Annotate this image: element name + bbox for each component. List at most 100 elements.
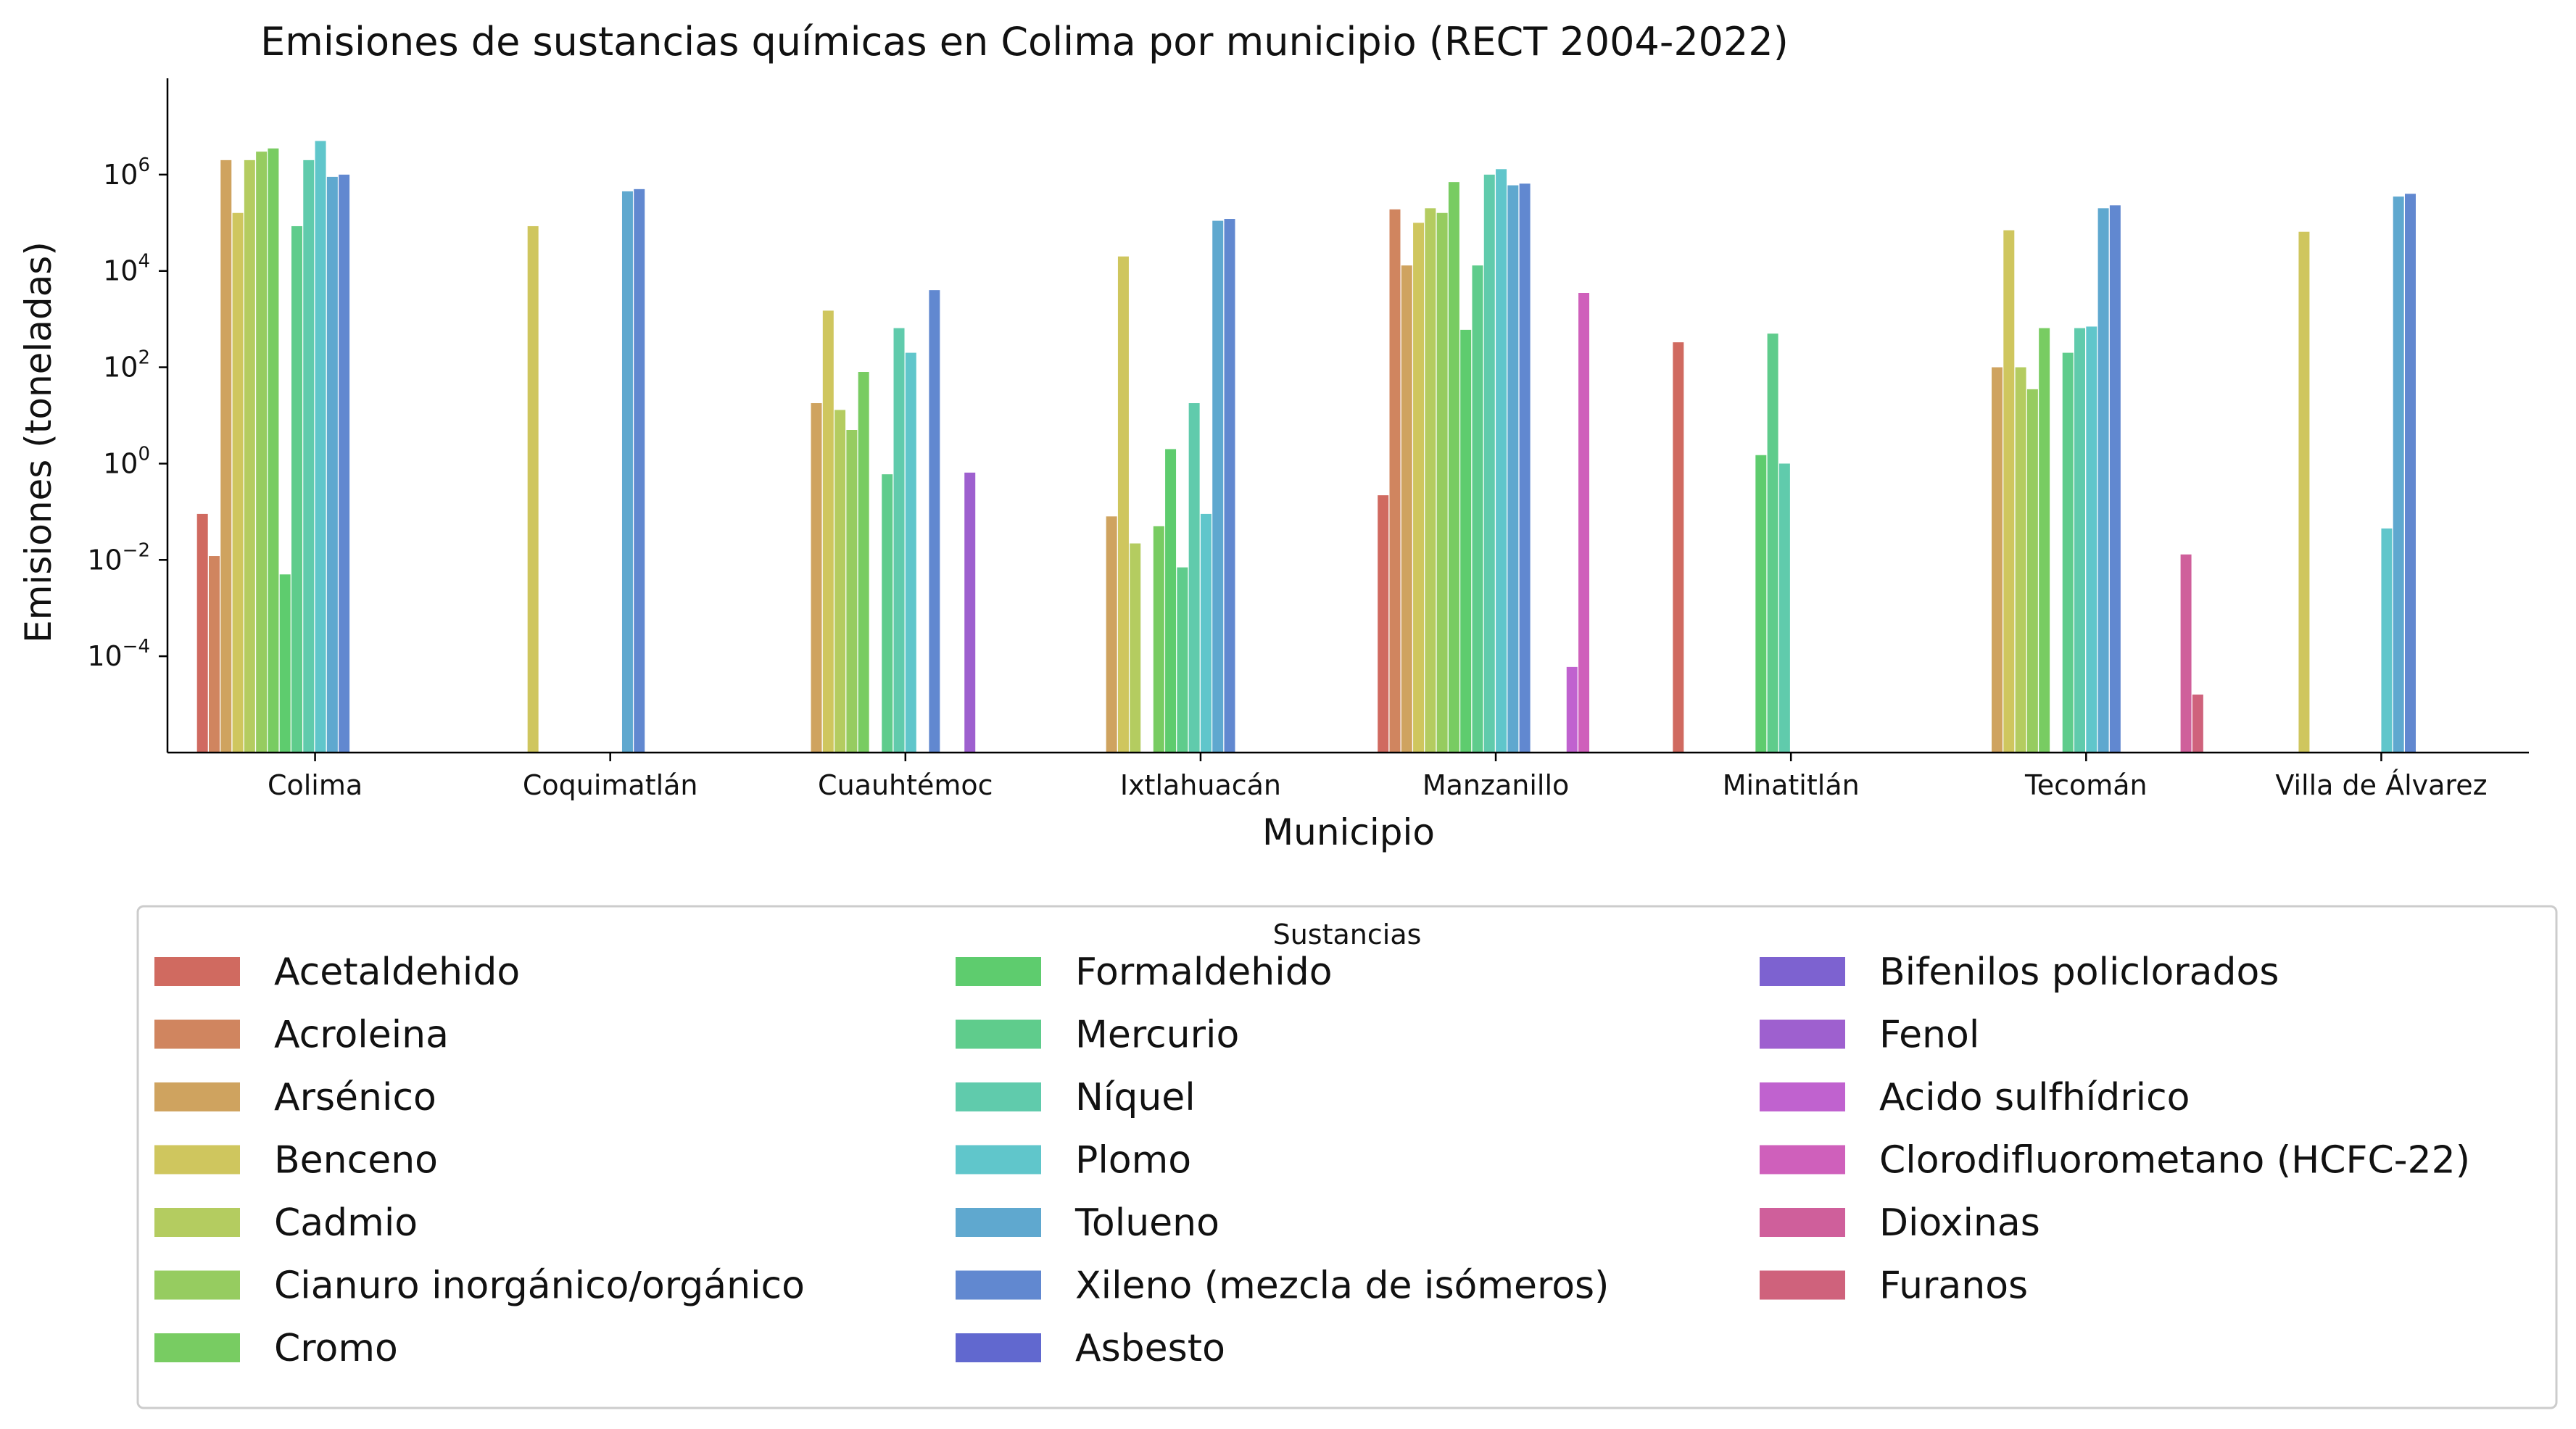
legend-item: Mercurio — [956, 1014, 1239, 1057]
bar — [2097, 208, 2109, 753]
y-tick-label: 10−2 — [87, 539, 150, 576]
legend-swatch — [154, 1270, 240, 1300]
bar — [2003, 230, 2015, 753]
x-tick-label: Colima — [268, 769, 363, 801]
x-tick-label: Minatitlán — [1723, 769, 1860, 801]
x-tick-label: Cuauhtémoc — [818, 769, 993, 801]
y-tick-label: 104 — [103, 251, 150, 287]
bar — [1413, 223, 1425, 753]
legend-label: Tolueno — [1074, 1201, 1219, 1245]
bar — [256, 152, 268, 753]
bar — [1436, 212, 1448, 753]
bar — [893, 328, 905, 753]
legend-item: Benceno — [154, 1139, 438, 1182]
bar — [2298, 231, 2310, 753]
bar — [1767, 334, 1778, 753]
legend-item: Furanos — [1760, 1264, 2028, 1308]
legend-swatch — [154, 1333, 240, 1362]
legend-item: Xileno (mezcla de isómeros) — [956, 1264, 1609, 1308]
legend-item: Bifenilos policlorados — [1760, 950, 2279, 994]
bar — [220, 160, 232, 753]
legend-swatch — [154, 1082, 240, 1111]
legend-swatch — [1760, 957, 1845, 986]
bar — [1460, 329, 1472, 753]
legend-label: Acetaldehido — [274, 950, 520, 994]
bar — [244, 160, 255, 753]
bar — [196, 513, 208, 753]
bar — [1117, 256, 1129, 753]
bar — [1483, 174, 1495, 753]
bar — [2039, 328, 2050, 753]
bar — [1496, 169, 1507, 753]
legend-item: Dioxinas — [1760, 1201, 2040, 1245]
legend-swatch — [956, 1145, 1041, 1175]
bar — [1778, 463, 1790, 753]
bar — [834, 410, 846, 753]
legend-frame — [136, 905, 2558, 1409]
legend-swatch — [154, 957, 240, 986]
legend-swatch — [1760, 1019, 1845, 1049]
legend-label: Clorodifluorometano (HCFC-22) — [1879, 1139, 2470, 1182]
y-tick-label: 10−4 — [87, 636, 150, 672]
legend-item: Asbesto — [956, 1327, 1225, 1370]
legend-label: Asbesto — [1075, 1327, 1225, 1370]
bar — [1425, 208, 1436, 753]
x-tick-label: Villa de Álvarez — [2275, 769, 2487, 801]
bar — [1401, 265, 1412, 753]
legend-label: Cadmio — [274, 1201, 418, 1245]
bar — [2086, 326, 2097, 753]
bar — [291, 225, 302, 753]
bar — [1566, 666, 1578, 753]
legend-label: Bifenilos policlorados — [1879, 950, 2279, 994]
bar — [882, 474, 893, 753]
bar — [1673, 342, 1684, 753]
bar — [1448, 182, 1459, 753]
legend-swatch — [1760, 1270, 1845, 1300]
legend-swatch — [956, 1082, 1041, 1111]
legend-label: Acido sulfhídrico — [1879, 1076, 2190, 1119]
bar — [209, 556, 220, 753]
legend-swatch — [154, 1208, 240, 1237]
bar — [1177, 567, 1188, 753]
legend-item: Arsénico — [154, 1076, 436, 1119]
legend-swatch — [956, 957, 1041, 986]
legend-swatch — [154, 1145, 240, 1175]
bar — [964, 472, 976, 753]
legend-label: Níquel — [1075, 1076, 1196, 1119]
legend-label: Mercurio — [1075, 1014, 1239, 1057]
bar — [2405, 194, 2416, 753]
legend-label: Benceno — [274, 1139, 438, 1182]
bar — [2192, 695, 2203, 753]
bar — [279, 574, 291, 753]
bar — [634, 189, 645, 753]
bar — [846, 430, 858, 753]
bar — [905, 352, 916, 753]
y-tick-label: 102 — [103, 347, 150, 384]
x-tick-label: Ixtlahuacán — [1120, 769, 1281, 801]
bar — [326, 176, 338, 753]
bars-layer — [196, 141, 2416, 753]
legend-label: Arsénico — [274, 1076, 436, 1119]
legend-label: Acroleina — [274, 1014, 449, 1057]
bar — [929, 290, 940, 753]
x-axis-label: Municipio — [1262, 811, 1435, 853]
y-ticks: 10−4 10−2 100 102 104 106 — [87, 154, 167, 672]
bar — [303, 160, 315, 753]
legend-item: Cadmio — [154, 1201, 418, 1245]
legend-swatch — [956, 1208, 1041, 1237]
legend-swatch — [1760, 1082, 1845, 1111]
bar — [527, 225, 539, 753]
bar — [1755, 455, 1767, 753]
legend-label: Cromo — [274, 1327, 398, 1370]
bar — [1200, 513, 1212, 753]
bar — [2074, 328, 2086, 753]
legend-swatch — [956, 1270, 1041, 1300]
bar — [2062, 352, 2074, 753]
legend-title: Sustancias — [1273, 919, 1422, 950]
bar — [1188, 403, 1200, 753]
legend-swatch — [956, 1333, 1041, 1362]
bar — [2109, 205, 2121, 753]
legend-swatch — [956, 1019, 1041, 1049]
legend-label: Dioxinas — [1879, 1201, 2040, 1245]
